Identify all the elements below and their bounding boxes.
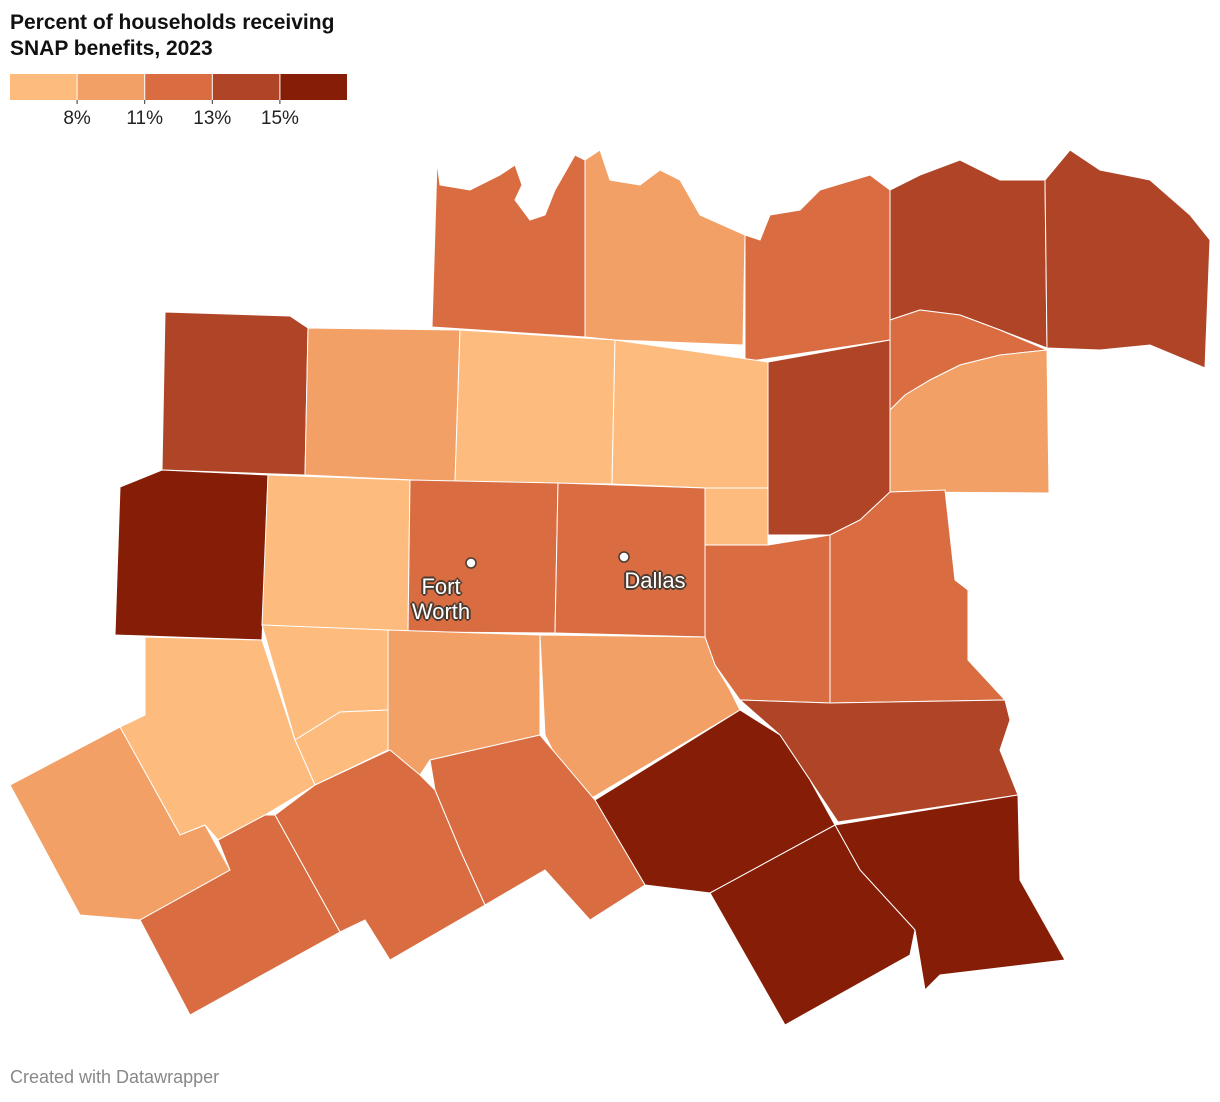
legend-swatch (10, 74, 77, 100)
legend-tick-label: 11% (126, 108, 163, 129)
city-dot (465, 557, 477, 569)
county (261, 474, 411, 633)
county (767, 339, 891, 536)
city-dot (618, 551, 630, 563)
county (304, 327, 461, 483)
county (829, 489, 1007, 704)
county (539, 634, 741, 806)
county (139, 814, 341, 1016)
county (431, 154, 586, 338)
county (744, 174, 891, 363)
legend-swatch (212, 74, 280, 100)
city-label: Dallas (624, 568, 686, 593)
county (274, 749, 486, 961)
county (554, 482, 706, 638)
legend-tick-label: 13% (193, 108, 231, 129)
legend-swatch (77, 74, 145, 100)
county (704, 487, 769, 546)
legend-swatch (145, 74, 212, 100)
legend-swatch (280, 74, 347, 100)
map-title: Percent of households receiving SNAP ben… (10, 11, 335, 60)
county (594, 709, 836, 894)
legend-tick-label: 15% (261, 108, 299, 129)
county (611, 339, 769, 489)
county (114, 469, 269, 641)
county (709, 824, 916, 1026)
credit: Created with Datawrapper (10, 1067, 220, 1087)
county (9, 726, 231, 921)
legend-tick-label: 8% (63, 108, 91, 129)
county (704, 534, 831, 704)
county (161, 311, 309, 476)
city-label: Fort Worth (411, 574, 471, 624)
county (1044, 149, 1211, 369)
county (584, 149, 746, 346)
county (454, 329, 616, 485)
